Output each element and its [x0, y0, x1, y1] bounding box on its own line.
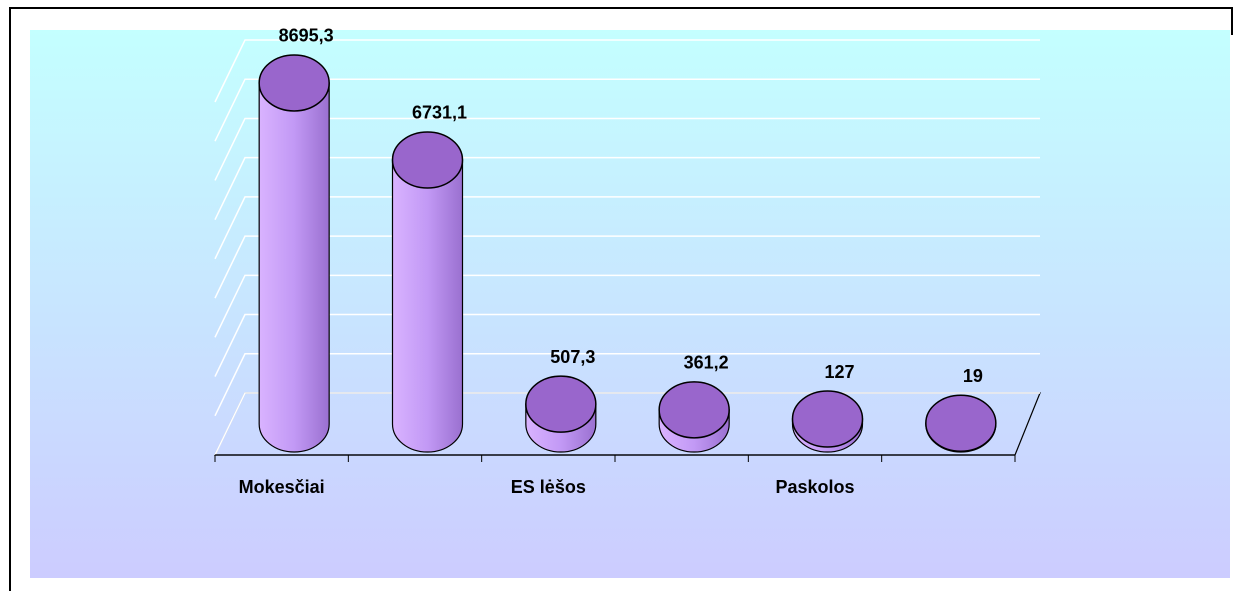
bar-cap: [391, 131, 464, 189]
grid-line: [214, 274, 1040, 338]
bar-cap: [525, 375, 597, 433]
grid-line: [214, 78, 1040, 142]
grid-line: [214, 392, 1040, 456]
x-tick-label: Paskolos: [775, 477, 854, 497]
grid-line: [214, 313, 1040, 377]
grid-line: [214, 235, 1040, 299]
value-label: 507,3: [550, 347, 595, 367]
value-label: 6731,1: [412, 103, 467, 123]
grid-line: [214, 196, 1040, 260]
bar: [391, 159, 464, 453]
bar-cap: [791, 390, 864, 448]
value-label: 361,2: [684, 353, 729, 373]
bar-cap: [925, 394, 997, 453]
value-label: 8695,3: [279, 26, 334, 46]
value-label: 127: [824, 362, 854, 382]
grid-line: [214, 353, 1040, 417]
plot-background: [30, 30, 1230, 578]
bar-cap: [658, 381, 730, 439]
bar: [258, 82, 330, 453]
value-label: 19: [963, 366, 983, 386]
grid-line: [214, 156, 1040, 220]
x-tick-label: Mokesčiai: [239, 477, 325, 497]
grid-line: [214, 117, 1040, 181]
grid-line: [214, 39, 1040, 103]
frame: [9, 7, 1233, 591]
x-tick-label: ES lėšos: [511, 477, 586, 497]
bar-cap: [258, 54, 330, 112]
